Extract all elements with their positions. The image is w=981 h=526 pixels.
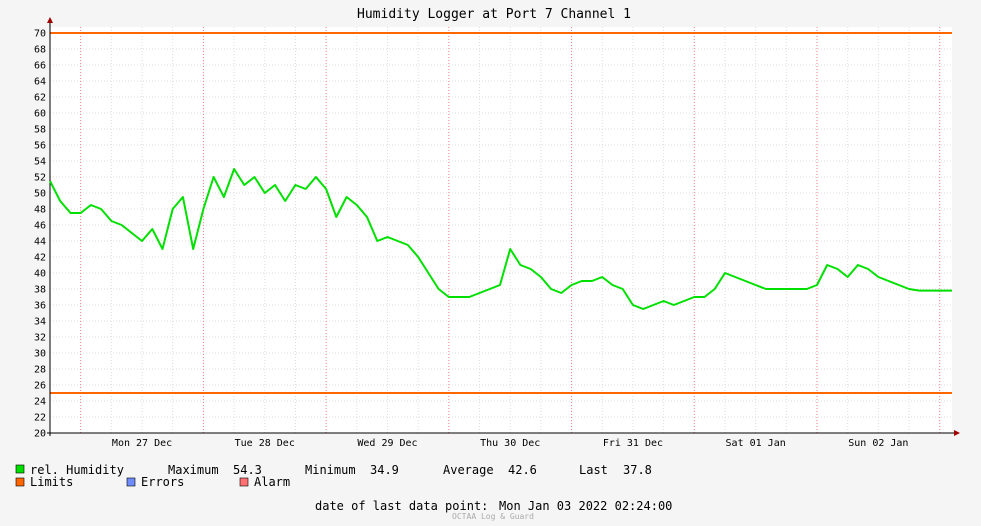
legend-humidity-label: rel. Humidity — [30, 463, 124, 477]
y-tick-label: 28 — [34, 365, 46, 376]
legend-avg-value: 42.6 — [508, 463, 537, 477]
legend-min-value: 34.9 — [370, 463, 399, 477]
x-tick-label: Mon 27 Dec — [112, 438, 172, 449]
y-tick-label: 32 — [34, 333, 46, 344]
series-group — [49, 168, 952, 310]
y-tick-label: 38 — [34, 285, 46, 296]
y-tick-label: 70 — [34, 29, 46, 40]
x-tick-label: Sat 01 Jan — [726, 438, 786, 449]
x-tick-label: Wed 29 Dec — [357, 438, 417, 449]
x-tick-label: Fri 31 Dec — [603, 438, 663, 449]
legend-limits-label: Limits — [30, 475, 73, 489]
y-tick-label: 50 — [34, 189, 46, 200]
legend-max-value: 54.3 — [233, 463, 262, 477]
legend-swatch-limits — [15, 477, 25, 487]
y-tick-label: 60 — [34, 109, 46, 120]
legend-errors-label: Errors — [141, 475, 184, 489]
y-tick-label: 64 — [34, 77, 46, 88]
y-tick-label: 24 — [34, 397, 46, 408]
y-tick-label: 66 — [34, 61, 46, 72]
y-tick-label: 52 — [34, 173, 46, 184]
y-tick-label: 48 — [34, 205, 46, 216]
legend-alarm-label: Alarm — [254, 475, 290, 489]
y-axis-arrow — [47, 17, 53, 23]
legend-last-label: Last — [579, 463, 608, 477]
series-line-humidity — [49, 168, 952, 310]
chart-title: Humidity Logger at Port 7 Channel 1 — [357, 7, 631, 22]
y-tick-label: 22 — [34, 413, 46, 424]
y-tick-label: 54 — [34, 157, 46, 168]
legend-swatch-humidity — [15, 464, 25, 474]
x-tick-label: Tue 28 Dec — [235, 438, 295, 449]
y-tick-label: 62 — [34, 93, 46, 104]
y-tick-label: 46 — [34, 221, 46, 232]
watermark: OCTAA Log & Guard — [452, 512, 534, 521]
legend-swatch-alarm — [239, 477, 249, 487]
axes — [47, 17, 960, 436]
x-axis-arrow — [954, 430, 960, 436]
y-tick-label: 26 — [34, 381, 46, 392]
plot-area — [50, 27, 952, 433]
last-point-label: date of last data point: — [315, 499, 488, 513]
y-tick-label: 42 — [34, 253, 46, 264]
x-tick-label: Sun 02 Jan — [848, 438, 908, 449]
y-tick-label: 30 — [34, 349, 46, 360]
x-tick-labels: Mon 27 Dec Tue 28 Dec Wed 29 Dec Thu 30 Dec… — [112, 438, 909, 449]
y-tick-label: 44 — [34, 237, 46, 248]
y-tick-label: 40 — [34, 269, 46, 280]
limit-lines — [50, 32, 952, 394]
last-point-value: Mon Jan 03 2022 02:24:00 — [499, 499, 672, 513]
legend-last-value: 37.8 — [623, 463, 652, 477]
y-tick-label: 36 — [34, 301, 46, 312]
y-tick-label: 58 — [34, 125, 46, 136]
x-tick-label: Thu 30 Dec — [480, 438, 540, 449]
legend-swatch-errors — [126, 477, 136, 487]
y-tick-label: 34 — [34, 317, 46, 328]
y-tick-label: 56 — [34, 141, 46, 152]
y-tick-label: 68 — [34, 45, 46, 56]
legend-min-label: Minimum — [305, 463, 356, 477]
legend-avg-label: Average — [443, 463, 494, 477]
y-tick-label: 20 — [34, 429, 46, 440]
legend-max-label: Maximum — [168, 463, 219, 477]
y-tick-labels: 20 22 24 26 28 30 32 34 36 38 40 42 44 46 48 50 52 54 56 58… — [34, 29, 46, 440]
